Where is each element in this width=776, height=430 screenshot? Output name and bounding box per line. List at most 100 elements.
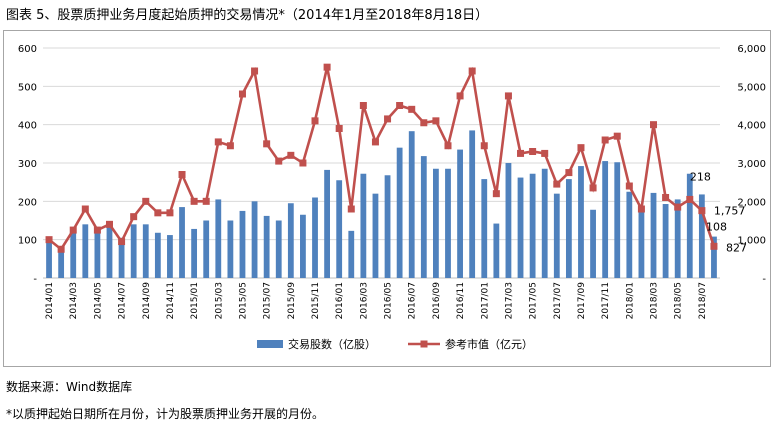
legend-swatch-marker [420,340,428,348]
bar [191,228,198,278]
bar [312,197,318,278]
line-point [287,151,295,159]
x-tick-label: 2017/09 [577,282,587,320]
line-point [396,102,404,109]
line-point [57,245,65,253]
y-left-tick-label: 400 [18,121,37,132]
bar [674,199,681,278]
line-point [130,213,138,221]
y-left-tick-label: 200 [18,197,37,208]
bar [553,193,560,278]
x-tick-label: 2015/01 [190,282,200,319]
line-point [517,149,525,157]
bar [227,220,234,278]
y-axis-left: - 100 200 300 400 500 600 [18,44,37,285]
x-tick-label: 2015/07 [263,282,273,319]
data-labels: 218 108 1,757 827 [690,170,747,254]
bar [590,209,596,278]
bar [433,168,439,278]
line-point [674,203,682,211]
bar [203,220,210,278]
x-tick-label: 2015/11 [311,282,321,319]
line-point [359,102,367,109]
line-point [456,92,464,100]
bar [275,220,282,278]
bar [118,237,125,278]
y-right-tick-label: 4,000 [737,121,766,132]
line-point [686,195,694,203]
bar [142,224,149,278]
bar [481,179,488,278]
x-tick-label: 2014/11 [166,282,176,319]
bar [396,147,403,278]
bar [372,193,379,278]
x-tick-label: 2016/03 [359,282,369,319]
line-point [45,236,53,244]
line-point [541,149,549,157]
line-point [504,92,512,100]
x-tick-label: 2016/05 [384,282,394,319]
x-tick-label: 2015/03 [214,282,224,319]
line-point [492,190,500,198]
line-point [468,67,476,75]
line-point [662,194,670,201]
line-point [335,125,343,132]
bar [70,232,77,278]
line-point [178,171,186,178]
y-axis-right: - 1,000 2,000 3,000 4,000 5,000 6,000 [737,44,766,285]
bar [517,177,524,278]
y-left-tick-label: 100 [18,236,37,247]
bar [154,232,161,278]
x-tick-label: 2018/03 [650,282,660,319]
line-point [275,157,283,165]
bar [457,149,463,278]
line-point [154,209,162,217]
chart-frame [3,30,771,367]
bar [686,173,693,278]
bar [529,173,536,278]
bar [324,169,330,278]
line-point [601,136,609,144]
bar [565,179,572,278]
line-point [93,226,101,234]
line-point [166,209,174,217]
bar [167,235,173,278]
bar [578,166,584,278]
line-point [613,132,621,140]
bar [130,224,137,278]
data-label: 218 [690,170,711,183]
y-right-tick-label: 5,000 [737,82,766,93]
bar [251,201,258,278]
bar [348,230,355,278]
line-point [238,90,246,98]
line-point [625,182,633,190]
line-point [190,197,198,205]
chart-title: 图表 5、股票质押业务月度起始质押的交易情况*（2014年1月至2018年8月1… [6,8,489,23]
bar [384,175,391,278]
x-tick-label: 2018/07 [698,282,708,319]
x-tick-label: 2017/05 [529,282,539,319]
footnote: *以质押起始日期所在月份，计为股票质押业务开展的月份。 [6,407,325,421]
bar [300,214,306,278]
line-point [553,180,561,188]
line-point [371,138,379,146]
bar [493,223,500,278]
line-point [69,226,77,234]
data-label: 108 [706,221,727,234]
x-tick-label: 2014/03 [69,282,79,319]
bar [336,180,343,278]
bar-series [46,130,717,278]
line-point [323,63,331,71]
y-right-tick-label: 6,000 [737,44,766,55]
bar [263,215,270,278]
bar [287,203,294,278]
bar [215,199,222,278]
data-label: 827 [726,241,747,254]
bar [662,204,669,278]
line-point [589,184,597,192]
y-right-tick-label: 2,000 [737,197,766,208]
bar [505,163,512,278]
bar [106,226,113,278]
bar [711,236,717,278]
line-point [637,205,645,213]
